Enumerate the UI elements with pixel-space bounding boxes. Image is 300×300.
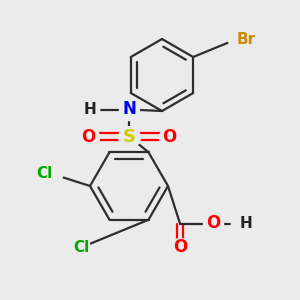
Text: Br: Br [237,32,256,46]
Text: Cl: Cl [36,167,52,182]
Text: N: N [122,100,136,118]
Text: O: O [81,128,96,146]
Text: Cl: Cl [73,240,89,255]
Text: H: H [240,216,253,231]
Text: O: O [173,238,187,256]
Text: S: S [122,128,136,146]
Text: O: O [206,214,220,232]
Text: O: O [162,128,177,146]
Text: H: H [84,102,96,117]
